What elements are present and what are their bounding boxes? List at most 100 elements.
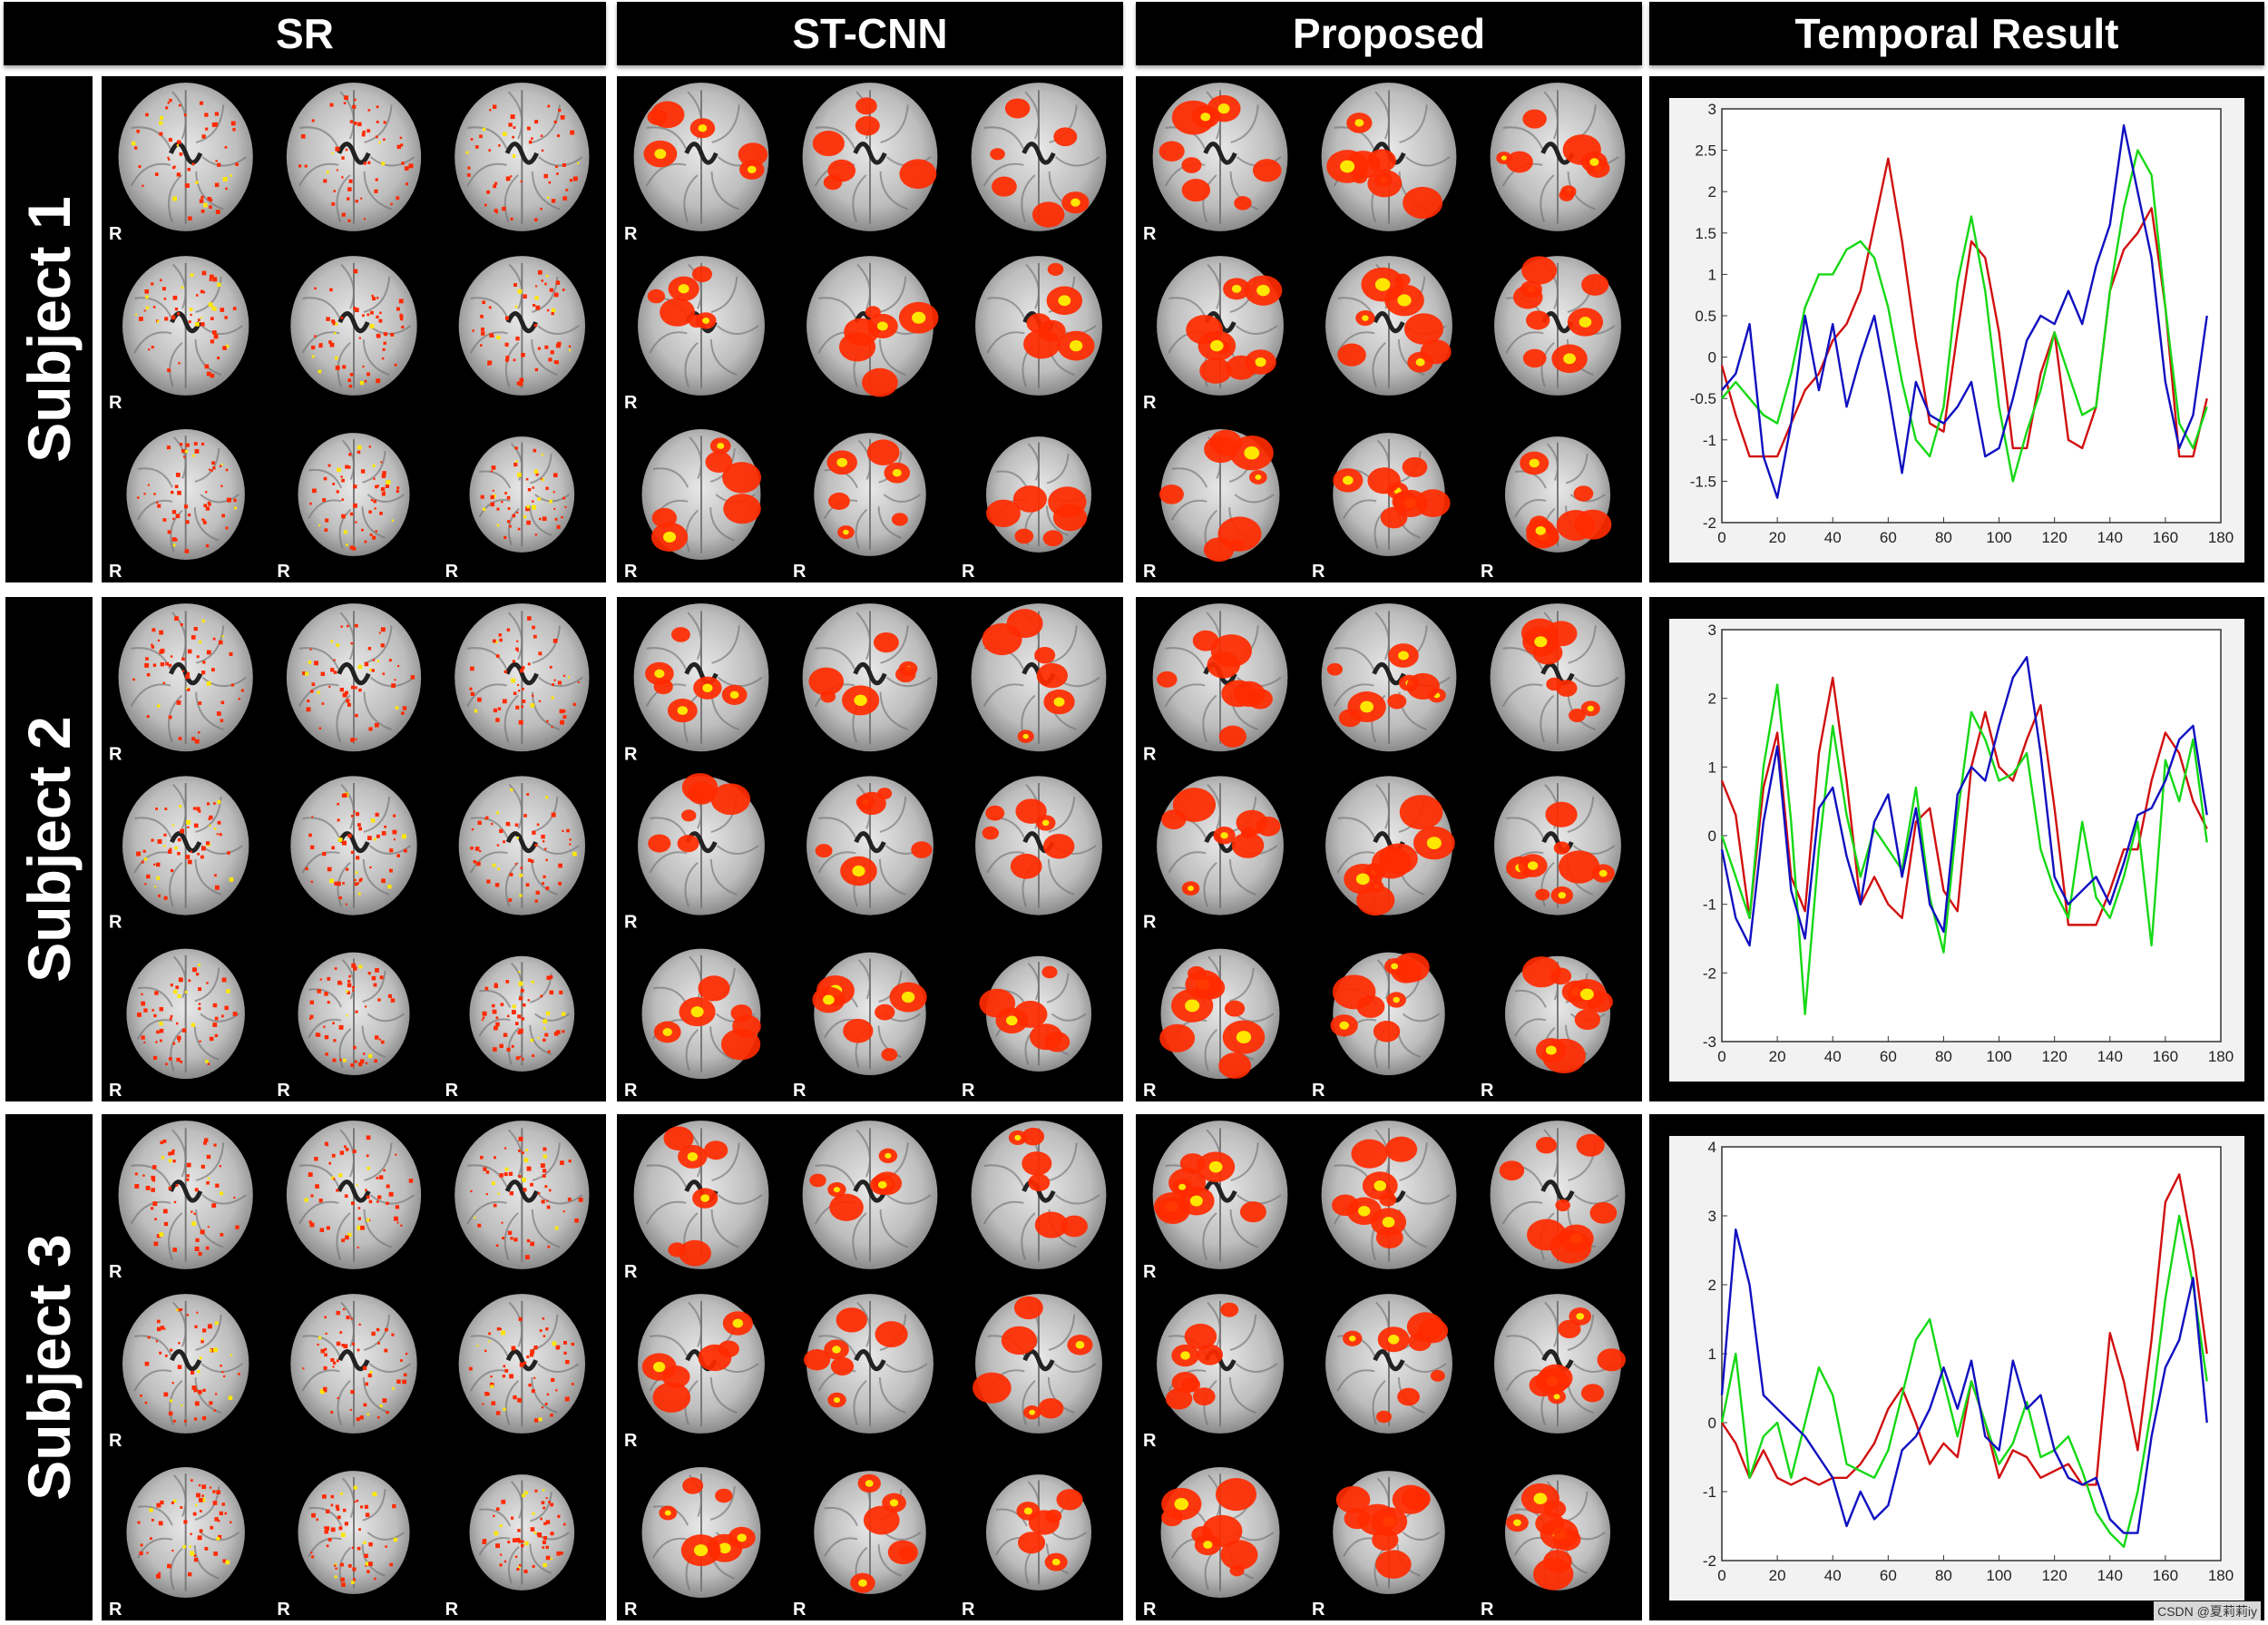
x-tick-label: 180 <box>2208 529 2234 546</box>
series-line-blue <box>1720 656 2208 947</box>
brain-slice <box>973 1294 1102 1434</box>
y-tick-label: -2 <box>1703 1552 1716 1570</box>
orientation-marker: R <box>109 1262 122 1282</box>
brain-slice: R <box>277 1471 410 1620</box>
brain-slice: R <box>624 256 765 413</box>
x-tick-label: 20 <box>1769 529 1786 546</box>
brain-slice: R <box>624 773 765 933</box>
brain-slice: R <box>1143 256 1284 413</box>
brain-slice: R <box>277 952 410 1101</box>
brain-slice: R <box>793 952 927 1101</box>
y-tick-label: -2 <box>1703 514 1716 532</box>
brain-slice: R <box>1143 83 1288 244</box>
orientation-marker: R <box>1143 913 1157 933</box>
brain-slice: R <box>624 1121 769 1282</box>
brain-slice <box>286 83 422 231</box>
orientation-marker: R <box>624 393 638 413</box>
brain-slice: R <box>1312 1471 1445 1620</box>
y-tick-label: -2 <box>1703 964 1716 982</box>
brain-slice <box>458 1294 586 1434</box>
brain-slice: R <box>1143 428 1280 582</box>
orientation-marker: R <box>962 1600 975 1620</box>
column-header-temporal-result: Temporal Result <box>1649 2 2264 65</box>
brain-slice <box>802 83 938 231</box>
brain-slice <box>971 603 1107 752</box>
line-chart: -3 -2 -1 0 1 2 3 0 20 40 60 80 100 120 140 160 180 <box>1669 619 2244 1082</box>
brain-slice <box>807 776 934 915</box>
series-line-red <box>1721 1173 2208 1486</box>
x-tick-label: 60 <box>1880 1048 1897 1065</box>
x-tick-label: 140 <box>2097 529 2123 546</box>
row-label-text: Subject 3 <box>15 1234 83 1501</box>
y-tick-label: 2 <box>1708 183 1716 201</box>
x-tick-label: 140 <box>2097 1567 2123 1584</box>
brain-slice <box>1490 83 1626 231</box>
brain-slice: R <box>109 428 245 582</box>
brain-slice: R <box>1481 436 1612 582</box>
brain-slice <box>971 83 1107 231</box>
brain-slice: R <box>962 1474 1092 1620</box>
plot-area <box>1721 108 2222 524</box>
x-tick-label: 100 <box>1986 1567 2011 1584</box>
brain-slice <box>458 776 586 915</box>
x-tick-label: 80 <box>1935 1048 1952 1065</box>
brain-slice: R <box>1143 1294 1284 1451</box>
brain-slice: R <box>277 433 410 582</box>
row-label-text: Subject 1 <box>15 196 83 463</box>
orientation-marker: R <box>109 562 122 582</box>
orientation-marker: R <box>962 562 975 582</box>
orientation-marker: R <box>793 562 807 582</box>
brain-slice <box>802 603 938 752</box>
brain-slice <box>290 256 417 396</box>
brain-slice: R <box>624 1294 765 1451</box>
series-line-red <box>1720 157 2208 458</box>
brain-slices: R R R R R <box>1143 83 1626 582</box>
brain-slice: R <box>1312 433 1451 582</box>
orientation-marker: R <box>624 1431 638 1451</box>
orientation-marker: R <box>109 393 122 413</box>
brain-panel-proposed-subject-1: R R R R R <box>1136 76 1642 582</box>
brain-slice <box>458 256 586 396</box>
x-tick-label: 140 <box>2097 1048 2123 1065</box>
brain-slices: R R R R R <box>624 83 1107 582</box>
orientation-marker: R <box>1143 1262 1157 1282</box>
series-line-green <box>1721 149 2208 483</box>
brain-slice <box>975 776 1102 915</box>
brain-slice: R <box>1143 1466 1280 1620</box>
brain-slice <box>290 776 417 915</box>
x-tick-label: 100 <box>1986 529 2011 546</box>
y-tick-label: 1 <box>1708 759 1716 776</box>
orientation-marker: R <box>793 1600 807 1620</box>
series-line-blue <box>1720 1228 2208 1534</box>
temporal-chart-subject-3: -2 -1 0 1 2 3 4 0 20 40 60 80 100 120 140 160 180 <box>1649 1114 2264 1620</box>
temporal-chart-subject-1: -2 -1.5 -1 -0.5 0 0.5 1 1.5 2 2.5 3 0 20 40 60 80 100 120… <box>1649 76 2264 582</box>
orientation-marker: R <box>1143 1431 1157 1451</box>
orientation-marker: R <box>624 562 638 582</box>
brain-slice <box>455 603 590 752</box>
brain-slice <box>1321 83 1457 231</box>
brain-slices: R R R R R <box>109 1121 590 1620</box>
x-tick-label: 20 <box>1769 1048 1786 1065</box>
orientation-marker: R <box>624 1262 638 1282</box>
brain-slices: R R R R R <box>1143 1121 1626 1620</box>
x-tick-label: 0 <box>1717 1048 1725 1065</box>
orientation-marker: R <box>109 1431 122 1451</box>
y-tick-label: 2 <box>1708 690 1716 708</box>
orientation-marker: R <box>1143 744 1157 764</box>
series-line-red <box>1720 676 2208 926</box>
y-tick-label: 0 <box>1708 827 1716 845</box>
x-tick-label: 120 <box>2041 1048 2067 1065</box>
x-tick-label: 180 <box>2208 1048 2234 1065</box>
brain-slice: R <box>1481 955 1613 1101</box>
column-header-sr: SR <box>4 2 606 65</box>
orientation-marker: R <box>445 562 459 582</box>
orientation-marker: R <box>109 744 122 764</box>
y-tick-label: 1 <box>1708 1346 1716 1363</box>
x-tick-label: 100 <box>1986 1048 2011 1065</box>
brain-slice: R <box>624 83 769 244</box>
brain-slice <box>290 1294 417 1434</box>
brain-slice <box>802 1121 938 1269</box>
brain-slice: R <box>1481 1474 1611 1620</box>
brain-slice: R <box>109 1466 245 1620</box>
line-chart: -2 -1.5 -1 -0.5 0 0.5 1 1.5 2 2.5 3 0 20 40 60 80 100 120… <box>1669 98 2244 563</box>
